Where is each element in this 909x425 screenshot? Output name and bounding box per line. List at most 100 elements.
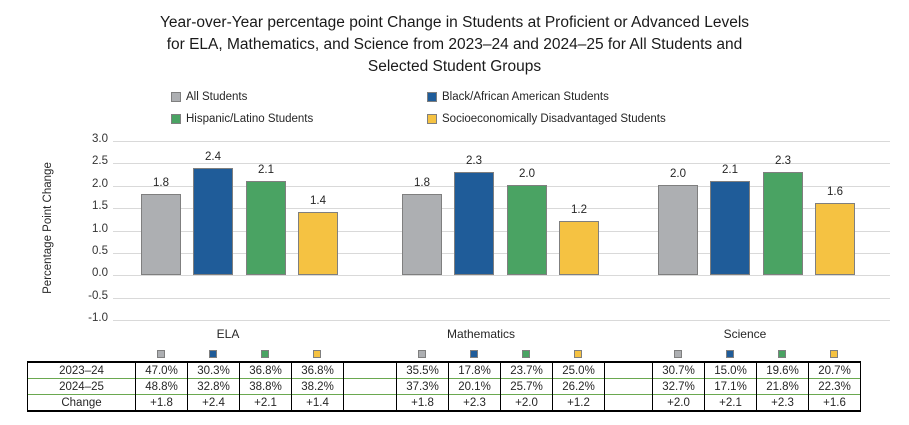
bar-value-label: 2.1 [258,164,274,176]
table-series-marker-icon [157,350,165,358]
data-table: 2023–24 47.0% 30.3% 36.8% 36.8% 35.5% 17.8% 23.… [27,361,861,412]
table-cell: 37.3% [396,378,449,395]
bar-value-label: 1.8 [153,177,169,189]
table-cell: 17.8% [448,361,501,379]
chart-title-line-3: Selected Student Groups [367,58,542,75]
bar-value-label: 2.4 [205,151,221,163]
y-axis-tick-label: -1.0 [88,312,108,324]
legend-swatch-hispanic-latino-icon [171,114,181,124]
table-row-label: 2024–25 [27,378,136,395]
table-cell: 30.3% [187,361,240,379]
table-cell: 30.7% [652,361,705,379]
table-cell: +2.3 [448,394,501,411]
table-series-marker-icon [418,350,426,358]
table-cell: +2.0 [652,394,705,411]
table-row-label: 2023–24 [27,361,136,379]
gridline [113,163,890,164]
y-axis-tick-label: 1.0 [92,223,108,235]
table-spacer-cell [604,394,653,411]
gridline [113,253,890,254]
y-axis-tick-label: 2.5 [92,155,108,167]
table-cell: 48.8% [135,378,188,395]
table-cell: 36.8% [291,361,344,379]
table-series-marker-icon [209,350,217,358]
table-cell: 26.2% [552,378,605,395]
table-spacer-cell [604,378,653,395]
bar [763,172,803,275]
table-cell: 20.1% [448,378,501,395]
legend-item-black-african-american: Black/African American Students [427,91,609,103]
table-spacer-cell [604,361,653,379]
legend-item-hispanic-latino: Hispanic/Latino Students [171,113,313,125]
bar-value-label: 2.3 [466,155,482,167]
table-cell: +1.8 [396,394,449,411]
table-cell: 36.8% [239,361,292,379]
table-series-marker-icon [674,350,682,358]
bar-value-label: 1.2 [571,204,587,216]
table-cell: 32.8% [187,378,240,395]
table-series-marker-icon [778,350,786,358]
table-spacer-cell [343,378,397,395]
bar [402,194,442,275]
bar [298,212,338,275]
table-cell: +2.4 [187,394,240,411]
table-series-marker-icon [313,350,321,358]
y-axis-tick-label: 1.5 [92,200,108,212]
table-cell: 22.3% [808,378,861,395]
table-cell: +1.2 [552,394,605,411]
legend-label: Black/African American Students [442,91,609,103]
gridline [113,320,890,321]
table-cell: +2.1 [704,394,757,411]
y-axis-tick-label: 0.0 [92,267,108,279]
bar-value-label: 2.3 [775,155,791,167]
table-cell: +1.6 [808,394,861,411]
table-row: Change +1.8 +2.4 +2.1 +1.4 +1.8 +2.3 +2.0 +1.2 +2… [27,394,861,411]
bar-value-label: 2.0 [670,168,686,180]
table-cell: +2.0 [500,394,553,411]
table-cell: +2.3 [756,394,809,411]
table-spacer-cell [343,394,397,411]
bar-value-label: 2.0 [519,168,535,180]
legend-item-socioeconomically-disadvantaged: Socioeconomically Disadvantaged Students [427,113,666,125]
table-spacer-cell [343,361,397,379]
category-label: ELA [216,327,240,341]
bar [193,168,233,275]
table-series-marker-icon [261,350,269,358]
data-table-holder: 2023–24 47.0% 30.3% 36.8% 36.8% 35.5% 17.8% 23.… [27,361,861,412]
y-axis-tick-label: 2.0 [92,178,108,190]
y-axis-tick-label: -0.5 [88,290,108,302]
table-cell: 25.7% [500,378,553,395]
chart-title-line-1: Year-over-Year percentage point Change i… [159,14,750,31]
legend-swatch-all-students-icon [171,92,181,102]
table-cell: 15.0% [704,361,757,379]
bar [141,194,181,275]
chart-title: Year-over-Year percentage point Change i… [0,12,909,78]
bar [559,221,599,275]
legend-label: Socioeconomically Disadvantaged Students [442,113,666,125]
table-series-marker-icon [574,350,582,358]
category-label: Mathematics [446,327,516,341]
gridline [113,275,890,276]
bar [454,172,494,275]
table-cell: 32.7% [652,378,705,395]
table-cell: 17.1% [704,378,757,395]
bar [710,181,750,275]
y-axis-tick-label: 0.5 [92,245,108,257]
table-series-marker-icon [522,350,530,358]
y-axis-tick-label: 3.0 [92,133,108,145]
bar [246,181,286,275]
bar-value-label: 1.4 [310,195,326,207]
table-series-marker-icon [830,350,838,358]
gridline [113,141,890,142]
table-cell: 35.5% [396,361,449,379]
bar-value-label: 1.6 [827,186,843,198]
table-cell: 38.2% [291,378,344,395]
gridline [113,298,890,299]
bar [658,185,698,275]
category-label: Science [723,327,767,341]
bar [507,185,547,275]
table-cell: 38.8% [239,378,292,395]
table-cell: 23.7% [500,361,553,379]
table-cell: 19.6% [756,361,809,379]
